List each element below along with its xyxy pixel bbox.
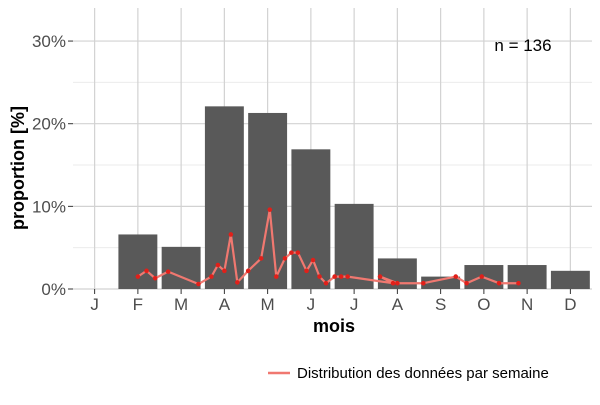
y-tick-label: 20% — [32, 115, 66, 134]
bar-f-1 — [118, 234, 158, 289]
series-point — [196, 281, 201, 287]
x-tick-label: S — [435, 295, 446, 314]
x-tick-label: A — [219, 295, 231, 314]
legend: Distribution des données par semaine — [268, 365, 549, 382]
series-point — [135, 274, 141, 279]
sample-size-annotation: n = 136 — [494, 36, 551, 55]
series-point — [222, 268, 227, 274]
axes: 0% 10% 20% 30% J F M A M J J A S O N D — [32, 32, 577, 314]
series-point — [479, 274, 485, 279]
series-point — [267, 207, 273, 212]
x-axis-label: mois — [313, 316, 355, 336]
bar-a-3 — [204, 106, 244, 289]
x-tick-label: A — [392, 295, 404, 314]
x-tick-label: J — [307, 295, 316, 314]
series-point — [317, 274, 322, 279]
bar-j-5 — [291, 149, 331, 289]
x-tick-label: N — [521, 295, 533, 314]
series-point — [209, 274, 214, 279]
series-point — [421, 280, 426, 286]
series-point — [235, 280, 240, 285]
bar-m-4 — [248, 112, 288, 289]
y-tick-label: 30% — [32, 32, 66, 51]
series-point — [304, 268, 309, 274]
series-point — [245, 268, 251, 274]
series-point — [215, 262, 221, 268]
x-tick-label: J — [350, 295, 359, 314]
series-point — [289, 250, 294, 255]
series-point — [273, 274, 279, 279]
series-point — [453, 274, 459, 279]
series-point — [323, 280, 329, 286]
series-point — [464, 280, 469, 286]
legend-label: Distribution des données par semaine — [297, 365, 549, 382]
series-point — [332, 274, 337, 279]
bar-n-10 — [507, 265, 547, 289]
series-point — [496, 280, 502, 286]
x-tick-label: F — [133, 295, 143, 314]
series-point — [152, 275, 158, 281]
series-point — [228, 232, 234, 237]
bar-s-8 — [421, 276, 461, 289]
series-point — [144, 268, 149, 274]
weekly-line-series — [135, 207, 521, 287]
y-axis-label: proportion [%] — [8, 106, 28, 230]
series-point — [338, 274, 344, 279]
series-point — [390, 280, 396, 286]
y-tick-label: 10% — [32, 197, 66, 216]
series-point — [295, 250, 301, 255]
y-tick-label: 0% — [41, 280, 66, 299]
x-tick-label: D — [564, 295, 576, 314]
x-tick-label: O — [477, 295, 490, 314]
series-point — [165, 269, 171, 274]
x-tick-label: M — [261, 295, 275, 314]
x-tick-label: M — [174, 295, 188, 314]
series-point — [345, 274, 350, 279]
series-point — [516, 280, 521, 286]
series-point — [395, 280, 400, 286]
series-point — [377, 274, 383, 279]
bar-d-11 — [550, 270, 590, 289]
series-point — [258, 256, 264, 261]
series-point — [282, 256, 288, 261]
series-point — [310, 257, 316, 263]
x-tick-label: J — [90, 295, 99, 314]
